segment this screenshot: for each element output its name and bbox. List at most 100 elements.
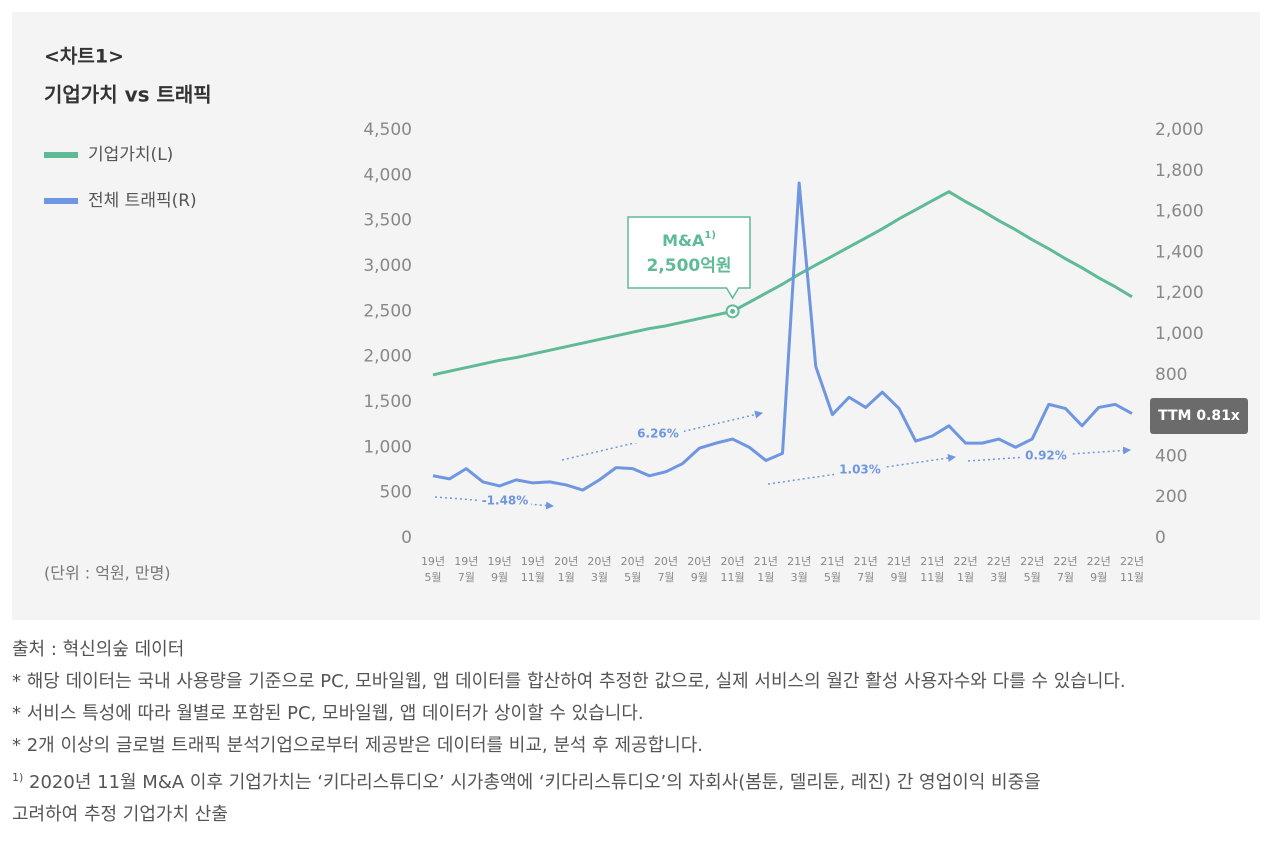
x-tick-part: 21년 [887, 555, 911, 568]
x-tick-part: 11월 [721, 571, 745, 584]
x-tick-part: 19년 [454, 555, 478, 568]
x-tick-label: 20년 11월 [721, 555, 745, 584]
x-tick-part: 11월 [521, 571, 545, 584]
x-tick-label: 21년 5월 [820, 555, 844, 584]
x-tick-part: 1월 [757, 571, 774, 584]
x-tick-part: 21년 [754, 555, 778, 568]
x-tick-part: 21년 [820, 555, 844, 568]
callout-title: M&A1) [662, 230, 716, 250]
x-tick-part: 20년 [721, 555, 745, 568]
x-tick-label: 22년 7월 [1053, 555, 1077, 584]
y-tick-label: 500 [380, 483, 412, 503]
x-tick-part: 7월 [458, 571, 475, 584]
x-tick-part: 1월 [558, 571, 575, 584]
callout-label: 2,500억원 [646, 256, 731, 276]
y2-tick-label: 0 [1155, 528, 1166, 548]
x-tick-part: 7월 [1057, 571, 1074, 584]
source: 출처 : 혁신의숲 데이터 [12, 639, 185, 660]
x-tick-part: 21년 [854, 555, 878, 568]
x-tick-label: 20년 1월 [554, 555, 578, 584]
y-tick-label: 0 [401, 528, 412, 548]
y-tick-label: 4,500 [363, 120, 412, 140]
trend-label-bg [834, 461, 886, 479]
trend-label: 0.92% [1025, 449, 1067, 463]
y2-tick-label: 1,000 [1155, 324, 1204, 344]
x-tick-part: 9월 [890, 571, 907, 584]
trend-arrow [561, 410, 763, 461]
callout-text: M&A [662, 231, 705, 250]
x-tick-label: 19년 5월 [421, 555, 445, 584]
x-tick-part: 19년 [421, 555, 445, 568]
ttm-box [1150, 398, 1248, 434]
x-tick-part: 22년 [1087, 555, 1111, 568]
footnote-line: 2020년 11월 M&A 이후 기업가치는 ‘키다리스튜디오’ 시가총액에 ‘… [29, 772, 1041, 793]
x-tick-part: 5월 [424, 571, 441, 584]
footnote: 1) 2020년 11월 M&A 이후 기업가치는 ‘키다리스튜디오’ 시가총액… [12, 762, 1262, 799]
legend-swatch [44, 198, 78, 204]
y-tick-label: 1,000 [363, 437, 412, 457]
x-tick-label: 21년 11월 [920, 555, 944, 584]
x-tick-label: 22년 1월 [954, 555, 978, 584]
x-tick-part: 19년 [521, 555, 545, 568]
trend-arrow [767, 454, 956, 485]
x-tick-part: 9월 [691, 571, 708, 584]
x-tick-label: 21년 9월 [887, 555, 911, 584]
chart-label: <차트1> [44, 46, 124, 68]
x-tick-label: 19년 9월 [488, 555, 512, 584]
x-tick-label: 20년 9월 [687, 555, 711, 584]
series-line [432, 181, 1133, 492]
series-line [432, 190, 1133, 377]
x-tick-part: 1월 [957, 571, 974, 584]
x-tick-part: 22년 [1020, 555, 1044, 568]
x-tick-label: 21년 7월 [854, 555, 878, 584]
x-tick-part: 20년 [621, 555, 645, 568]
x-tick-part: 9월 [1090, 571, 1107, 584]
x-tick-label: 20년 3월 [587, 555, 611, 584]
x-tick-part: 22년 [1053, 555, 1077, 568]
x-tick-part: 21년 [920, 555, 944, 568]
y-tick-label: 3,000 [363, 256, 412, 276]
x-tick-part: 11월 [1120, 571, 1144, 584]
trend-label: 1.03% [839, 463, 881, 477]
x-tick-part: 9월 [491, 571, 508, 584]
x-tick-part: 20년 [587, 555, 611, 568]
panel [12, 12, 1260, 620]
y-tick-label: 3,500 [363, 211, 412, 231]
y2-tick-label: 1,800 [1155, 161, 1204, 181]
x-tick-label: 19년 7월 [454, 555, 478, 584]
footnote-mark: 1) [12, 771, 24, 784]
y2-tick-label: 200 [1155, 487, 1187, 507]
callout-sup: 1) [704, 230, 716, 241]
x-tick-label: 20년 5월 [621, 555, 645, 584]
x-tick-label: 20년 7월 [654, 555, 678, 584]
x-tick-label: 21년 1월 [754, 555, 778, 584]
x-tick-part: 5월 [624, 571, 641, 584]
note: * 해당 데이터는 국내 사용량을 기준으로 PC, 모바일웹, 앱 데이터를 … [12, 671, 1126, 692]
legend-label: 전체 트래픽(R) [88, 191, 197, 211]
x-tick-part: 20년 [654, 555, 678, 568]
x-tick-part: 7월 [657, 571, 674, 584]
x-tick-part: 22년 [1120, 555, 1144, 568]
x-tick-part: 19년 [488, 555, 512, 568]
unit-note: (단위 : 억원, 만명) [44, 564, 171, 583]
x-tick-label: 22년 3월 [987, 555, 1011, 584]
y-tick-label: 4,000 [363, 165, 412, 185]
trend-label-bg [1020, 447, 1072, 465]
y2-tick-label: 1,600 [1155, 202, 1204, 222]
x-tick-label: 22년 9월 [1087, 555, 1111, 584]
x-tick-part: 3월 [990, 571, 1007, 584]
footnote-line: 고려하여 추정 기업가치 산출 [12, 804, 228, 825]
chart: <차트1> 기업가치 vs 트래픽 (단위 : 억원, 만명) 0 500 1,00… [12, 12, 1260, 620]
x-tick-part: 3월 [791, 571, 808, 584]
y-tick-label: 2,500 [363, 301, 412, 321]
trend-label: -1.48% [482, 494, 529, 508]
x-tick-part: 22년 [987, 555, 1011, 568]
note: * 서비스 특성에 따라 월별로 포함된 PC, 모바일웹, 앱 데이터가 상이… [12, 703, 644, 724]
y2-tick-label: 1,200 [1155, 283, 1204, 303]
x-tick-part: 5월 [824, 571, 841, 584]
x-tick-part: 5월 [1024, 571, 1041, 584]
x-tick-label: 22년 11월 [1120, 555, 1144, 584]
y-tick-label: 2,000 [363, 347, 412, 367]
x-tick-part: 7월 [857, 571, 874, 584]
